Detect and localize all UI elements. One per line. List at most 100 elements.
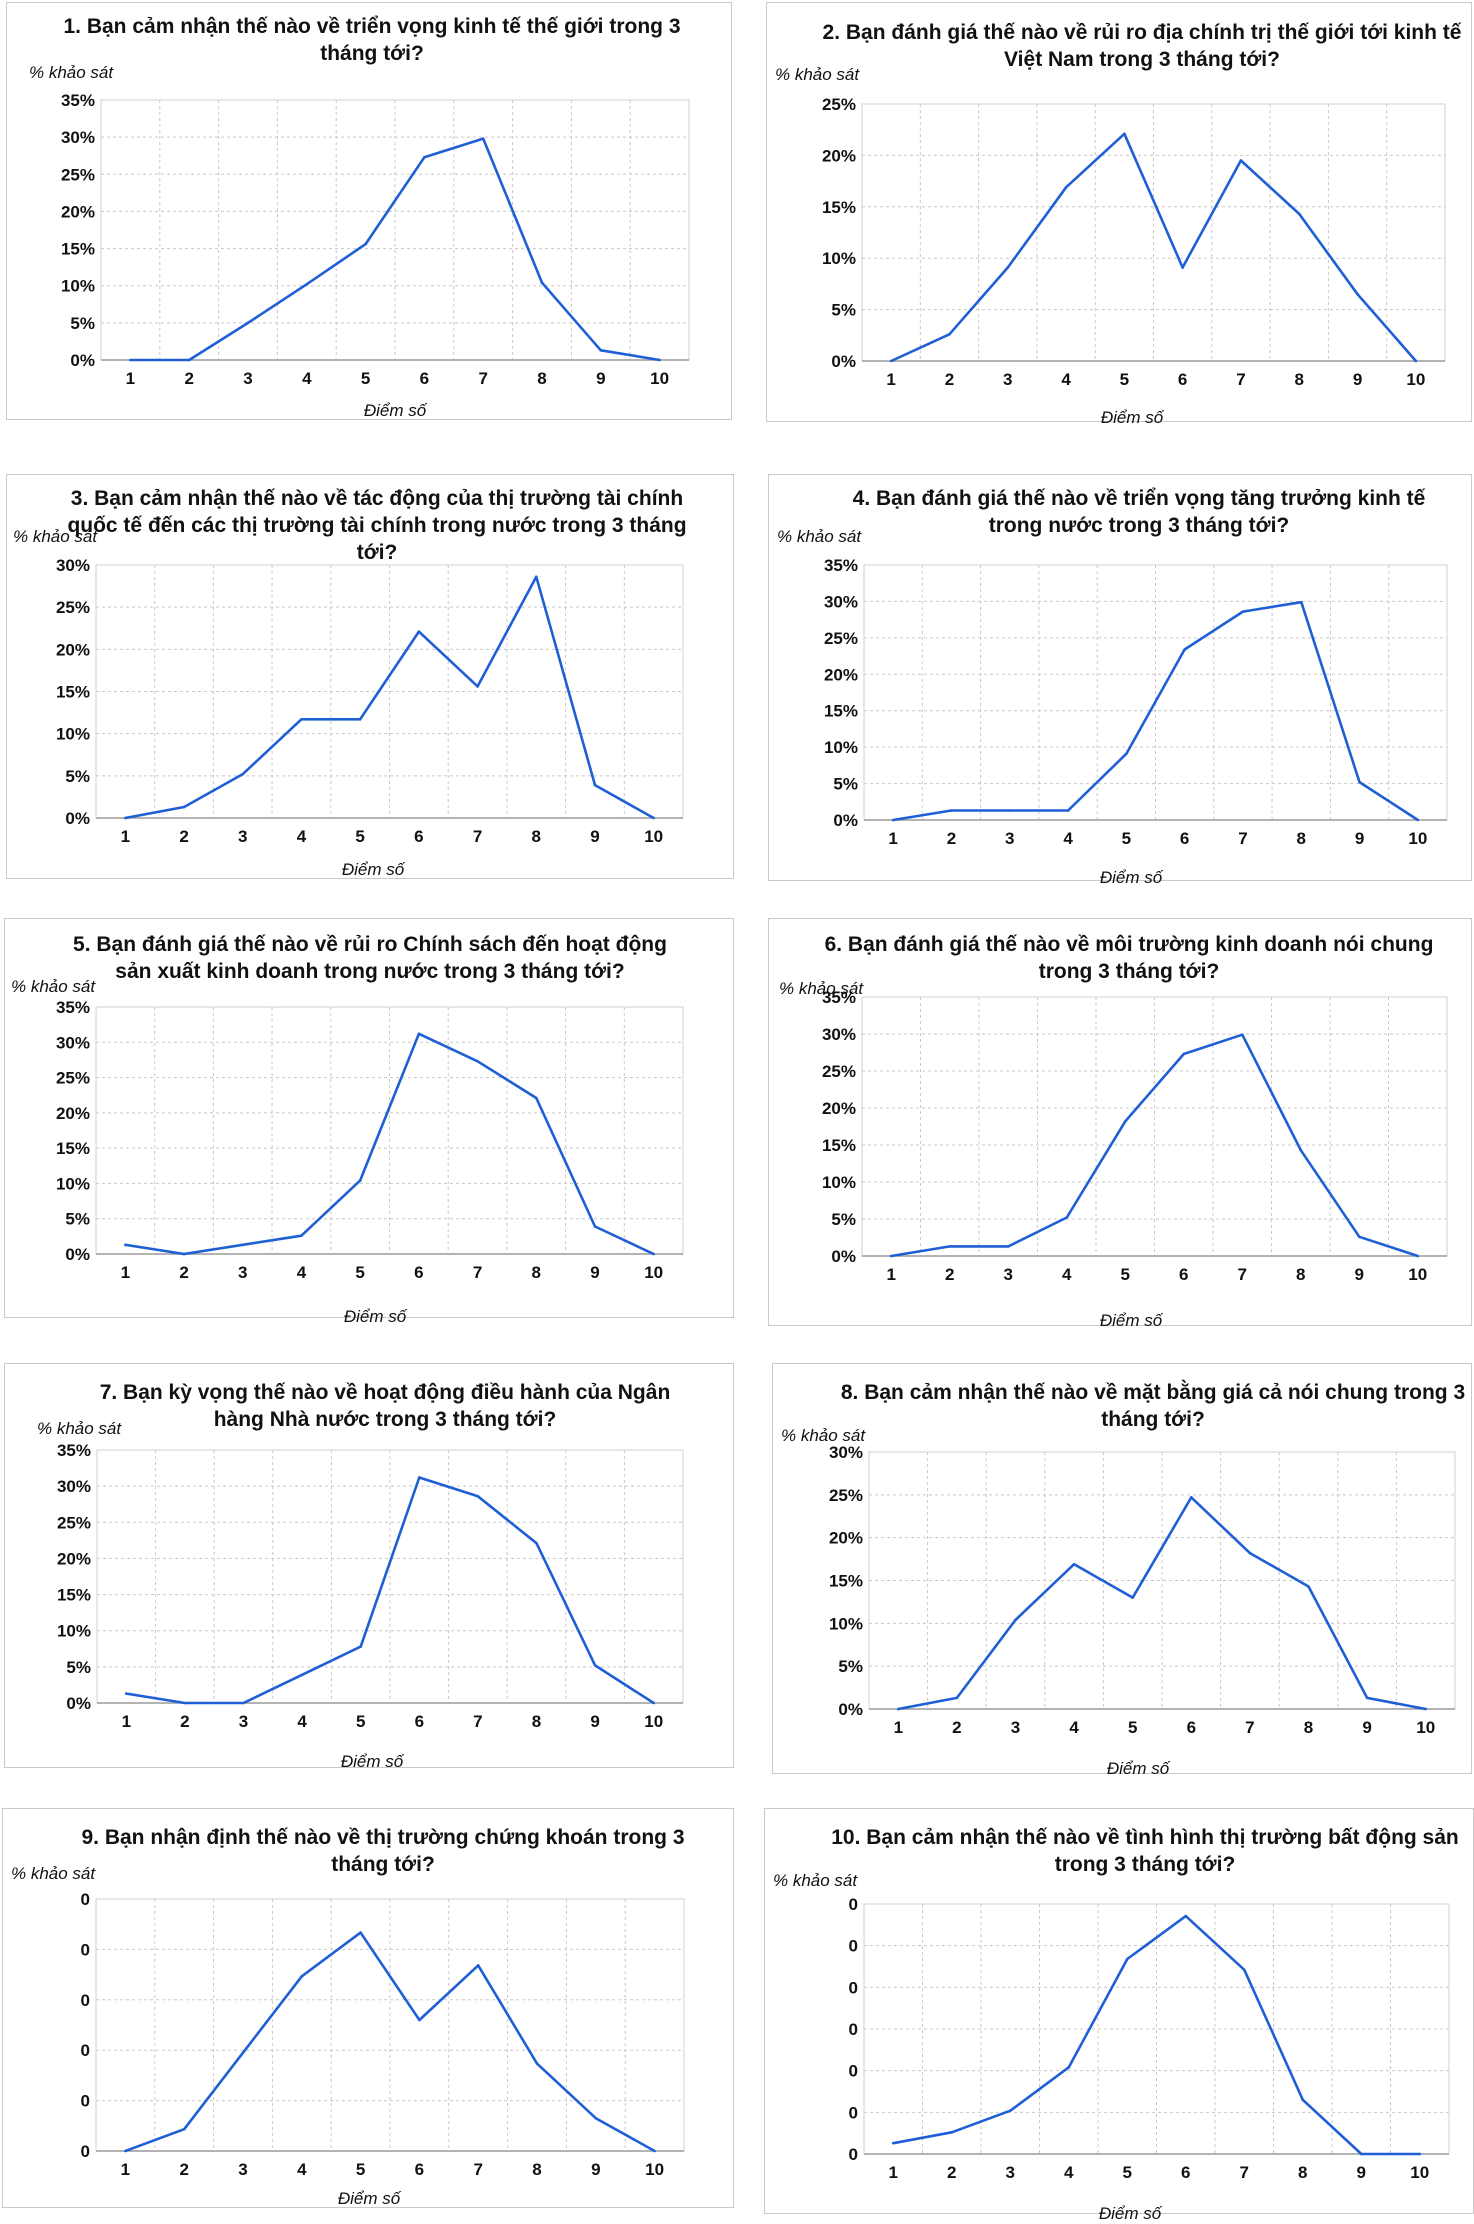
x-axis-label: Điểm số <box>341 860 405 879</box>
series-line <box>125 575 655 820</box>
x-tick-label: 1 <box>887 1265 896 1284</box>
y-tick-label: 5% <box>66 1658 91 1677</box>
x-tick-label: 8 <box>1298 2163 1307 2182</box>
x-tick-label: 6 <box>415 1712 424 1731</box>
x-tick-label: 6 <box>1181 2163 1190 2182</box>
chart-title: 3. Bạn cảm nhận thế nào về tác động của … <box>67 487 687 564</box>
x-tick-label: 7 <box>1245 1718 1254 1737</box>
data-point <box>594 2116 598 2120</box>
data-point <box>1365 1696 1369 1700</box>
data-point <box>1072 1562 1076 1566</box>
chart-title: 10. Bạn cảm nhận thế nào về tình hình th… <box>831 1826 1459 1876</box>
data-point <box>1067 2066 1071 2069</box>
data-point <box>417 630 421 633</box>
data-point <box>125 1692 128 1695</box>
data-point <box>423 155 426 159</box>
chart-title: 5. Bạn đánh giá thế nào về rủi ro Chính … <box>73 933 667 983</box>
y-tick-label: 0 <box>81 1991 90 2010</box>
line-chart-7: 0% 5% 10% 15% 20% 25% 30% 35% 1 2 3 4 5 6 7 8 9 10 <box>57 1441 684 1731</box>
y-axis-label: % khảo sát <box>775 65 860 84</box>
y-tick-label: 10% <box>822 1173 856 1192</box>
data-point <box>124 816 127 820</box>
y-axis-label: % khảo sát <box>779 979 864 998</box>
data-point <box>1356 292 1359 296</box>
y-tick-label: 30% <box>57 1477 91 1496</box>
x-tick-label: 7 <box>473 827 482 846</box>
data-point <box>1301 2098 1305 2102</box>
chart-title: 2. Bạn đánh giá thế nào về rủi ro địa ch… <box>822 21 1462 71</box>
data-point <box>129 358 132 362</box>
x-tick-label: 9 <box>590 1263 599 1282</box>
y-tick-label: 35% <box>822 988 856 1007</box>
data-point <box>1008 809 1012 812</box>
data-point <box>540 281 544 285</box>
data-point <box>124 2149 127 2153</box>
x-tick-label: 6 <box>1180 829 1189 848</box>
data-point <box>535 2062 539 2065</box>
data-point <box>476 1060 479 1063</box>
line-chart-5: 0% 5% 10% 15% 20% 25% 30% 35% 1 2 3 4 5 6 7 8 9 10 <box>56 998 684 1282</box>
data-point <box>1006 1245 1010 1248</box>
chart-panel-6: 0% 5% 10% 15% 20% 25% 30% 35% 1 2 3 4 5 6 7 8 9 10 6. Bạn … <box>768 918 1472 1330</box>
y-axis-label: % khảo sát <box>11 977 96 996</box>
x-tick-label: 5 <box>1122 829 1131 848</box>
y-tick-label: 5% <box>70 314 95 333</box>
x-tick-label: 6 <box>414 1263 423 1282</box>
data-point <box>358 718 362 721</box>
data-point <box>1064 185 1068 189</box>
y-tick-label: 35% <box>61 91 95 110</box>
x-tick-label: 1 <box>889 2163 898 2182</box>
chart-panel-10: 0 0 0 0 0 0 0 1 2 3 4 5 6 7 8 9 10 10. Bạn cảm nhận thế n… <box>764 1808 1474 2223</box>
line-chart-6: 0% 5% 10% 15% 20% 25% 30% 35% 1 2 3 4 5 6 7 8 9 10 <box>822 988 1448 1284</box>
chart-title: 7. Bạn kỳ vọng thế nào về hoạt động điều… <box>99 1381 671 1431</box>
data-point <box>950 809 953 812</box>
data-point <box>593 1225 597 1228</box>
data-point <box>1181 266 1184 269</box>
y-tick-label: 35% <box>56 998 90 1017</box>
chart-panel-2: 0% 5% 10% 15% 20% 25% 1 2 3 4 5 6 7 8 9 10 2. Bạn đánh g… <box>766 2 1472 427</box>
x-tick-label: 3 <box>1004 1265 1013 1284</box>
x-tick-label: 5 <box>1121 1265 1130 1284</box>
data-point <box>891 2141 895 2145</box>
x-tick-label: 3 <box>238 1263 247 1282</box>
x-tick-label: 7 <box>473 1263 482 1282</box>
y-tick-label: 0% <box>66 1694 91 1713</box>
data-point <box>1416 818 1420 822</box>
x-tick-label: 5 <box>1128 1718 1137 1737</box>
x-tick-label: 9 <box>590 1712 599 1731</box>
y-axis-label: % khảo sát <box>29 63 114 82</box>
chart-panel-7: 0% 5% 10% 15% 20% 25% 30% 35% 1 2 3 4 5 6 7 8 9 10 7. Bạn … <box>4 1363 734 1771</box>
x-tick-label: 8 <box>1296 1265 1305 1284</box>
x-tick-label: 9 <box>590 827 599 846</box>
x-tick-label: 9 <box>1355 1265 1364 1284</box>
data-point <box>1125 1957 1129 1961</box>
x-tick-label: 8 <box>532 2160 541 2179</box>
x-tick-label: 8 <box>532 1712 541 1731</box>
x-axis-label: Điểm số <box>363 401 427 420</box>
data-point <box>1357 1235 1361 1239</box>
x-axis-label: Điểm số <box>1100 408 1164 427</box>
y-tick-label: 0 <box>81 1940 90 1959</box>
data-point <box>1299 600 1303 604</box>
y-tick-label: 0 <box>849 2062 858 2081</box>
data-point <box>653 2149 656 2153</box>
data-point <box>187 358 191 362</box>
chart-panel-8: 0% 5% 10% 15% 20% 25% 30% 1 2 3 4 5 6 7 8 9 10 8. Bạn cảm… <box>772 1363 1472 1778</box>
x-tick-label: 9 <box>1357 2163 1366 2182</box>
data-point <box>1123 132 1126 136</box>
y-tick-label: 15% <box>61 240 95 259</box>
data-point <box>652 1252 655 1256</box>
y-tick-label: 0% <box>831 352 856 371</box>
y-tick-label: 20% <box>56 1104 90 1123</box>
line-chart-9: 0 0 0 0 0 0 1 2 3 4 5 6 7 8 9 10 <box>81 1890 685 2179</box>
x-tick-label: 1 <box>122 1712 131 1731</box>
data-point <box>955 1696 959 1700</box>
x-tick-label: 7 <box>473 2160 482 2179</box>
y-tick-label: 15% <box>56 1139 90 1158</box>
x-axis-label: Điểm số <box>1106 1759 1170 1778</box>
x-tick-label: 2 <box>180 1712 189 1731</box>
y-tick-label: 10% <box>822 249 856 268</box>
y-tick-label: 25% <box>61 165 95 184</box>
y-tick-label: 15% <box>822 198 856 217</box>
data-point <box>1242 1968 1246 1972</box>
